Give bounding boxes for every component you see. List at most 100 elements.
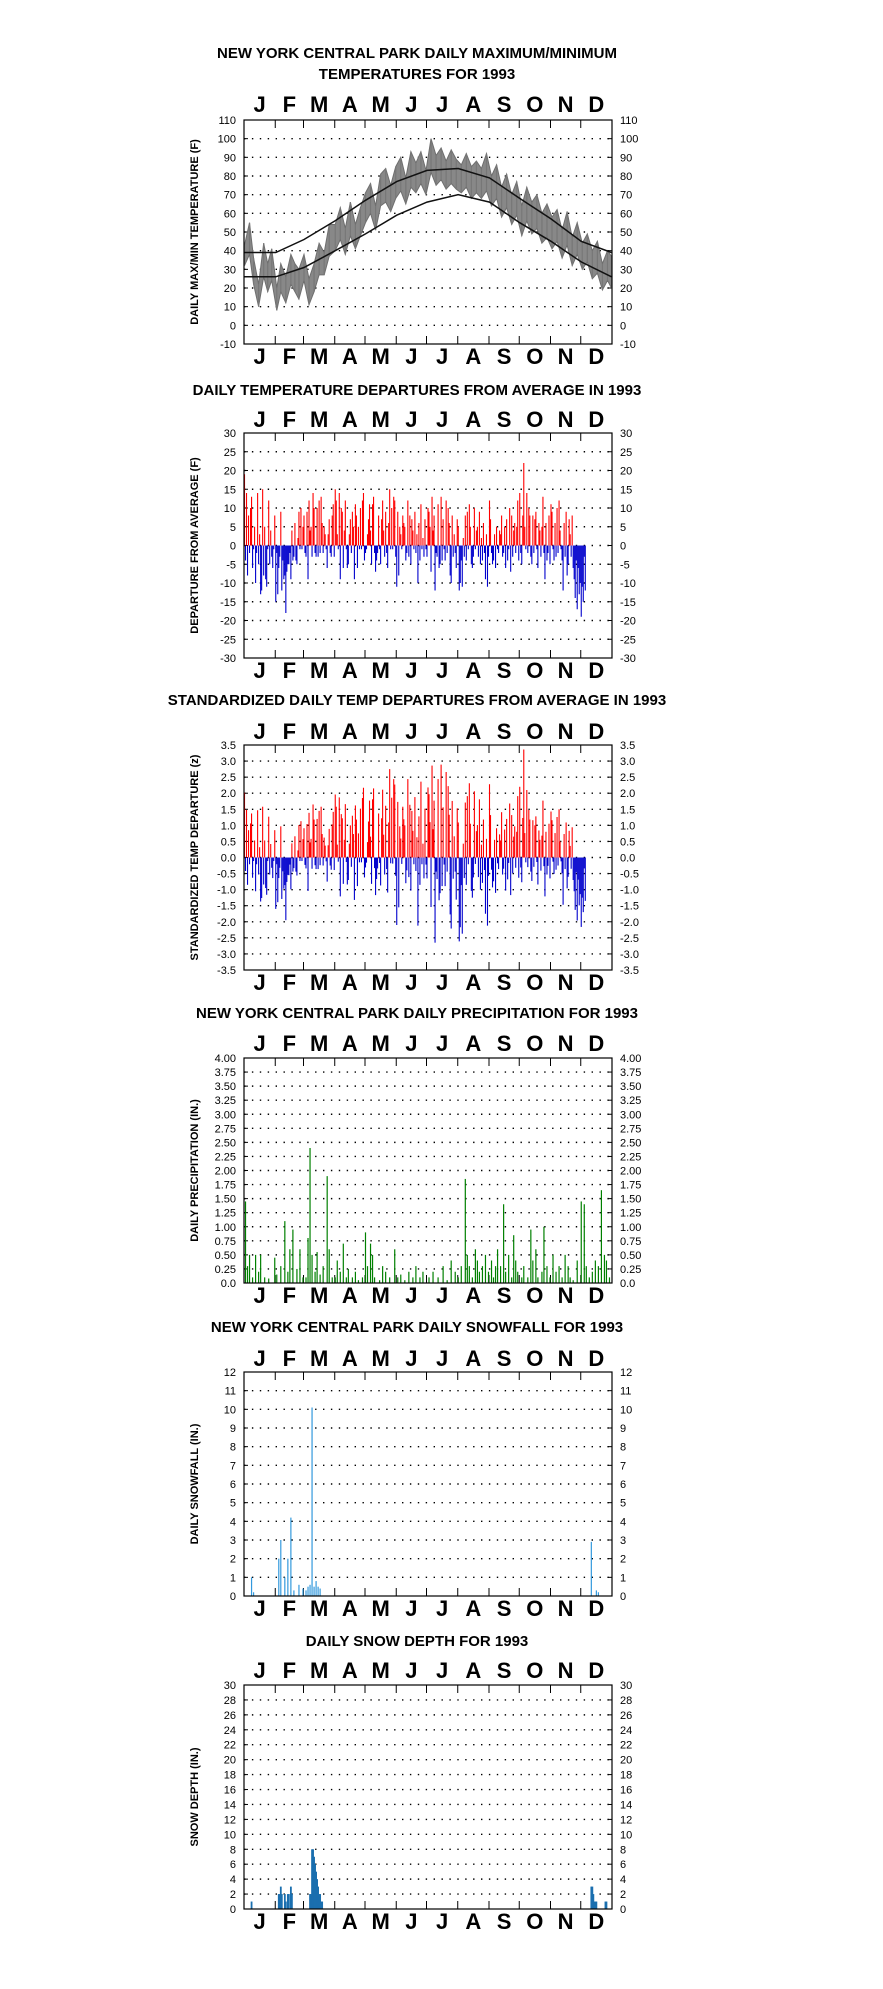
chart-title: DAILY TEMPERATURE DEPARTURES FROM AVERAG…: [193, 382, 642, 399]
y-tick-label-right: 70: [620, 190, 632, 202]
chart-title: DAILY SNOW DEPTH FOR 1993: [306, 1633, 529, 1650]
y-tick-label-right: 0: [620, 1904, 626, 1916]
y-tick-label-left: -0.5: [217, 869, 236, 881]
month-label-top: N: [558, 1658, 574, 1683]
month-label-top: A: [342, 1658, 358, 1683]
month-label-top: A: [342, 1031, 358, 1056]
month-label-bottom: J: [254, 1909, 266, 1934]
month-label-bottom: J: [405, 1596, 417, 1621]
y-tick-label-left: 2.75: [215, 1123, 236, 1135]
y-tick-label-right: 20: [620, 283, 632, 295]
month-label-top: J: [436, 92, 448, 117]
month-label-bottom: S: [497, 1596, 512, 1621]
y-tick-label-left: -2.0: [217, 917, 236, 929]
month-label-top: N: [558, 407, 574, 432]
month-label-top: A: [465, 1346, 481, 1371]
y-tick-label-left: 20: [224, 1755, 236, 1767]
month-label-top: A: [465, 1031, 481, 1056]
y-tick-label-right: 30: [620, 264, 632, 276]
y-tick-label-left: 60: [224, 208, 236, 220]
y-tick-label-left: -15: [220, 597, 236, 609]
y-tick-label-left: 22: [224, 1740, 236, 1752]
month-label-bottom: O: [526, 970, 543, 995]
month-label-top: F: [283, 92, 296, 117]
y-tick-label-right: 20: [620, 466, 632, 478]
month-label-top: N: [558, 1031, 574, 1056]
y-tick-label-left: 26: [224, 1710, 236, 1722]
y-tick-label-right: 0: [620, 541, 626, 553]
y-tick-label-left: 2.50: [215, 1137, 236, 1149]
observed-range-area: [244, 138, 612, 311]
month-label-bottom: O: [526, 1596, 543, 1621]
month-label-bottom: D: [588, 970, 604, 995]
month-label-top: D: [588, 1658, 604, 1683]
month-label-top: S: [497, 407, 512, 432]
month-label-top: D: [588, 1031, 604, 1056]
y-tick-label-left: 100: [218, 134, 236, 146]
y-tick-label-right: 25: [620, 447, 632, 459]
month-label-top: J: [254, 719, 266, 744]
y-tick-label-right: 6: [620, 1479, 626, 1491]
y-tick-label-left: 3.25: [215, 1095, 236, 1107]
y-tick-label-right: 50: [620, 227, 632, 239]
grid: [244, 1389, 612, 1579]
month-label-top: O: [526, 1031, 543, 1056]
month-label-bottom: N: [558, 344, 574, 369]
month-label-top: J: [254, 92, 266, 117]
grid: [244, 1699, 612, 1895]
month-label-bottom: N: [558, 658, 574, 683]
y-tick-label-left: 2: [230, 1889, 236, 1901]
chart-panel-2: DAILY TEMPERATURE DEPARTURES FROM AVERAG…: [189, 382, 641, 683]
y-tick-label-right: 1.25: [620, 1208, 641, 1220]
y-tick-label-left: 5: [230, 522, 236, 534]
month-label-top: A: [342, 92, 358, 117]
y-tick-label-left: 1.5: [221, 804, 236, 816]
y-tick-label-right: -2.5: [620, 933, 639, 945]
month-label-bottom: M: [310, 1283, 328, 1308]
y-tick-label-left: 11: [225, 1386, 236, 1398]
month-label-top: F: [283, 1658, 296, 1683]
month-label-top: S: [497, 1346, 512, 1371]
plot-frame: [243, 119, 613, 345]
y-tick-label-left: 0: [230, 541, 236, 553]
month-label-bottom: M: [371, 1283, 389, 1308]
y-tick-label-right: 2.75: [620, 1123, 641, 1135]
y-tick-label-left: 3: [230, 1535, 236, 1547]
month-label-top: O: [526, 407, 543, 432]
chart-title: NEW YORK CENTRAL PARK DAILY MAXIMUM/MINI…: [217, 45, 617, 62]
month-label-top: O: [526, 1658, 543, 1683]
plot-frame: [243, 1684, 613, 1910]
month-label-bottom: J: [254, 1283, 266, 1308]
y-tick-label-right: 0.0: [620, 853, 635, 865]
y-tick-label-left: 30: [224, 428, 236, 440]
month-label-bottom: F: [283, 1909, 296, 1934]
month-label-bottom: J: [436, 1909, 448, 1934]
month-label-top: S: [497, 1031, 512, 1056]
y-tick-label-left: 2.00: [215, 1166, 236, 1178]
y-tick-label-left: 15: [224, 484, 236, 496]
y-tick-label-left: 2: [230, 1554, 236, 1566]
y-tick-label-right: -25: [620, 634, 636, 646]
y-tick-label-right: 0.25: [620, 1264, 641, 1276]
y-tick-label-left: -2.5: [217, 933, 236, 945]
y-tick-label-left: 2.0: [221, 788, 236, 800]
y-tick-label-right: 0.75: [620, 1236, 641, 1248]
month-label-bottom: D: [588, 658, 604, 683]
month-label-top: D: [588, 719, 604, 744]
y-tick-label-right: 8: [620, 1442, 626, 1454]
month-label-top: N: [558, 1346, 574, 1371]
month-label-bottom: M: [371, 658, 389, 683]
month-label-bottom: J: [254, 970, 266, 995]
month-label-top: M: [310, 1031, 328, 1056]
month-label-bottom: J: [436, 1596, 448, 1621]
month-label-top: M: [310, 1658, 328, 1683]
y-tick-label-right: 10: [620, 1829, 632, 1841]
month-label-top: J: [436, 1346, 448, 1371]
y-tick-label-left: 4.00: [215, 1053, 236, 1065]
y-tick-label-right: 4.00: [620, 1053, 641, 1065]
month-label-top: M: [310, 1346, 328, 1371]
month-label-bottom: F: [283, 970, 296, 995]
month-label-top: M: [371, 1658, 389, 1683]
month-label-top: A: [465, 407, 481, 432]
